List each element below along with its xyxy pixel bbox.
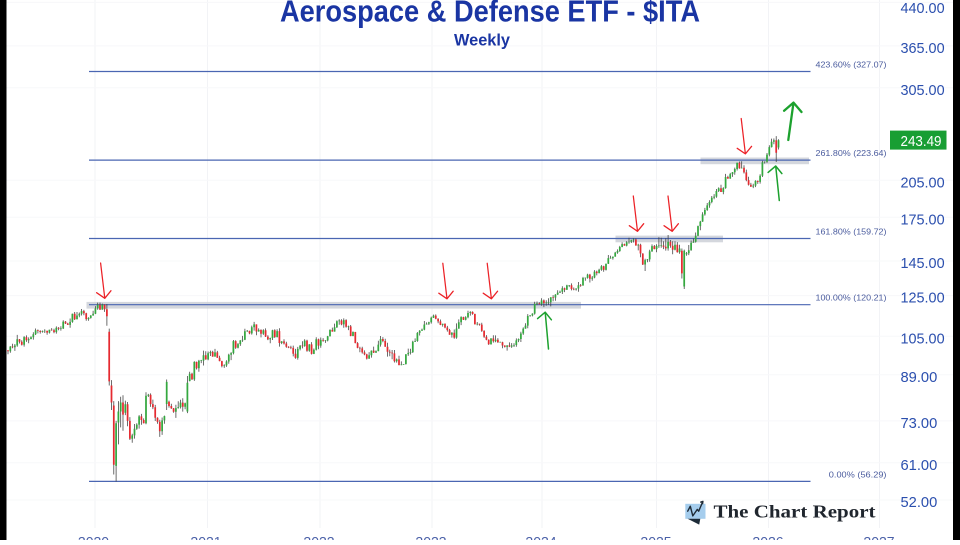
svg-text:243.49: 243.49 xyxy=(901,134,942,150)
svg-text:365.00: 365.00 xyxy=(901,41,945,57)
svg-text:2024: 2024 xyxy=(525,534,556,541)
svg-text:305.00: 305.00 xyxy=(901,83,945,99)
svg-text:89.00: 89.00 xyxy=(901,370,938,386)
svg-text:161.80% (159.72): 161.80% (159.72) xyxy=(816,227,887,237)
svg-text:The Chart Report: The Chart Report xyxy=(714,502,876,522)
svg-text:423.60% (327.07): 423.60% (327.07) xyxy=(816,60,887,70)
svg-text:52.00: 52.00 xyxy=(901,495,938,511)
svg-text:73.00: 73.00 xyxy=(901,416,938,432)
svg-text:100.00% (120.21): 100.00% (120.21) xyxy=(816,293,887,303)
svg-text:2026: 2026 xyxy=(752,534,783,541)
svg-text:440.00: 440.00 xyxy=(901,1,945,17)
svg-text:125.00: 125.00 xyxy=(901,291,945,307)
svg-text:2027: 2027 xyxy=(863,534,894,541)
svg-text:0.00% (56.29): 0.00% (56.29) xyxy=(829,469,887,479)
svg-text:2021: 2021 xyxy=(190,534,221,541)
svg-text:61.00: 61.00 xyxy=(901,458,938,474)
svg-text:Weekly: Weekly xyxy=(454,31,511,50)
svg-text:145.00: 145.00 xyxy=(901,256,945,272)
svg-text:2020: 2020 xyxy=(78,534,109,541)
svg-text:2022: 2022 xyxy=(303,534,334,541)
svg-text:2023: 2023 xyxy=(415,534,446,541)
svg-text:Aerospace & Defense ETF - $ITA: Aerospace & Defense ETF - $ITA xyxy=(280,0,700,28)
svg-text:175.00: 175.00 xyxy=(901,212,945,228)
svg-text:261.80% (223.64): 261.80% (223.64) xyxy=(816,148,887,158)
svg-text:2025: 2025 xyxy=(640,534,671,541)
svg-text:205.00: 205.00 xyxy=(901,175,945,191)
svg-text:105.00: 105.00 xyxy=(901,331,945,347)
